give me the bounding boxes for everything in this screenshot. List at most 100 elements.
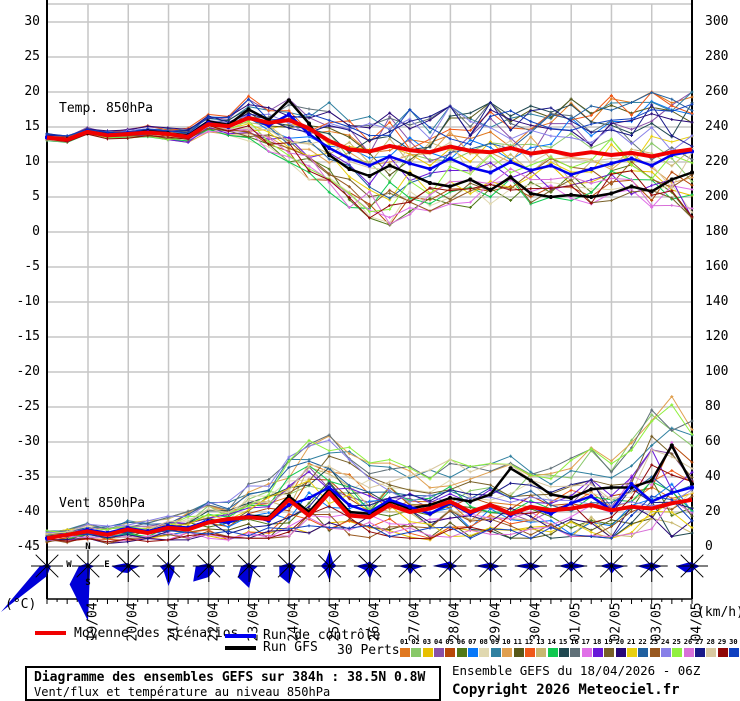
pert-swatch-25 [672,648,683,657]
pert-swatch-19 [604,648,615,657]
pert-swatch-20 [615,648,626,657]
pert-number-30: 30 [729,638,738,646]
chart-info-box: Diagramme des ensembles GEFS sur 384h : … [25,666,441,701]
pert-swatch-01 [400,648,410,657]
pert-swatch-18 [592,648,603,657]
pert-number-15: 15 [558,638,568,646]
y-tick-left--40: -40 [16,504,40,519]
pert-number-23: 23 [649,638,659,646]
y-tick-right-140: 140 [705,294,729,309]
y-tick-left-25: 25 [24,49,40,64]
wind-rose-center [368,564,372,568]
wind-rose-center [45,564,49,568]
ensemble-mean-line [46,490,693,541]
pert-number-29: 29 [717,638,727,646]
pert-swatch-15 [558,648,569,657]
y-tick-right-220: 220 [705,154,729,169]
pert-swatch-14 [547,648,558,657]
pert-swatch-11 [513,648,524,657]
pert-number-17: 17 [581,638,591,646]
wind-rose-center [86,564,90,568]
pert-swatch-23 [649,648,660,657]
pert-number-21: 21 [627,638,636,646]
pert-swatch-08 [479,648,490,657]
pert-number-22: 22 [638,638,647,646]
compass-letter-w: W [66,560,72,570]
wind-rose-polygon [1,563,51,612]
pert-number-02: 02 [411,638,420,646]
y-tick-right-180: 180 [705,224,729,239]
pert-number-26: 26 [683,638,693,646]
member-line-25 [45,403,694,535]
pert-swatch-06 [456,648,467,657]
pert-number-11: 11 [513,638,522,646]
x-date-label-28-04: 28/04 [447,602,463,642]
y-tick-right-280: 280 [705,49,729,64]
x-date-label-30-04: 30/04 [528,602,544,642]
y-tick-left--25: -25 [16,399,40,414]
pert-swatch-26 [683,648,694,657]
pert-swatch-13 [536,648,547,657]
y-tick-left--35: -35 [16,469,40,484]
pert-number-09: 09 [490,638,500,646]
wind-rose-center [328,564,332,568]
compass-letter-e: E [104,560,110,570]
y-tick-left-20: 20 [24,84,40,99]
pert-swatch-07 [468,648,479,657]
pert-swatch-22 [638,648,649,657]
x-date-label-02-05: 02/05 [608,602,624,642]
pert-swatch-03 [422,648,433,657]
pert-swatch-27 [695,648,706,657]
wind-rose-center [167,564,171,568]
pert-number-19: 19 [604,638,613,646]
info-subtitle: Vent/flux et température au niveau 850hP… [34,685,331,699]
wind-rose-polygon [237,562,259,588]
pert-swatch-04 [434,648,445,657]
ensemble-mean-line [46,115,693,159]
y-tick-left--45: -45 [16,539,40,554]
pert-number-20: 20 [615,638,625,646]
pert-number-01: 01 [400,638,409,646]
legend-mean-label: Moyenne des scénarios [74,626,239,641]
wind-rose-center [448,564,452,568]
pert-swatch-16 [570,648,581,657]
pert-number-28: 28 [706,638,715,646]
wind-rose-polygon [636,562,663,572]
wind-rose-center [408,564,412,568]
wind-series-label: Vent 850hPa [59,496,146,511]
copyright: Copyright 2026 Meteociel.fr [452,682,680,698]
y-tick-left--10: -10 [16,294,40,309]
y-tick-right-0: 0 [705,539,713,554]
x-date-label-29-04: 29/04 [488,602,504,642]
x-date-label-27-04: 27/04 [407,602,423,642]
pert-swatch-10 [502,648,513,657]
wind-rose-center [609,564,613,568]
pert-swatch-30 [729,648,740,657]
legend-gfs-label: Run GFS [263,640,318,655]
pert-number-25: 25 [672,638,681,646]
y-tick-left--5: -5 [24,259,40,274]
wind-rose-polygon [279,562,297,584]
wind-rose-center [650,564,654,568]
y-tick-left-30: 30 [24,14,40,29]
pert-number-03: 03 [422,638,432,646]
wind-rose-center [287,564,291,568]
y-tick-left--20: -20 [16,364,40,379]
pert-number-06: 06 [456,638,466,646]
y-tick-right-300: 300 [705,14,729,29]
legend-control-line [225,634,256,638]
x-date-label-01-05: 01/05 [568,602,584,642]
wind-rose-polygon [159,561,175,586]
pert-number-14: 14 [547,638,556,646]
compass-letter-s: S [85,578,91,588]
pert-swatch-12 [524,648,535,657]
pert-number-18: 18 [592,638,602,646]
wind-rose-center [690,564,694,568]
temp-series-label: Temp. 850hPa [59,101,153,116]
y-tick-right-80: 80 [705,399,721,414]
pert-number-05: 05 [445,638,454,646]
y-tick-left-15: 15 [24,119,40,134]
legend-mean-line [35,631,66,635]
wind-rose-center [126,564,130,568]
run-info: Ensemble GEFS du 18/04/2026 - 06Z [452,663,701,678]
